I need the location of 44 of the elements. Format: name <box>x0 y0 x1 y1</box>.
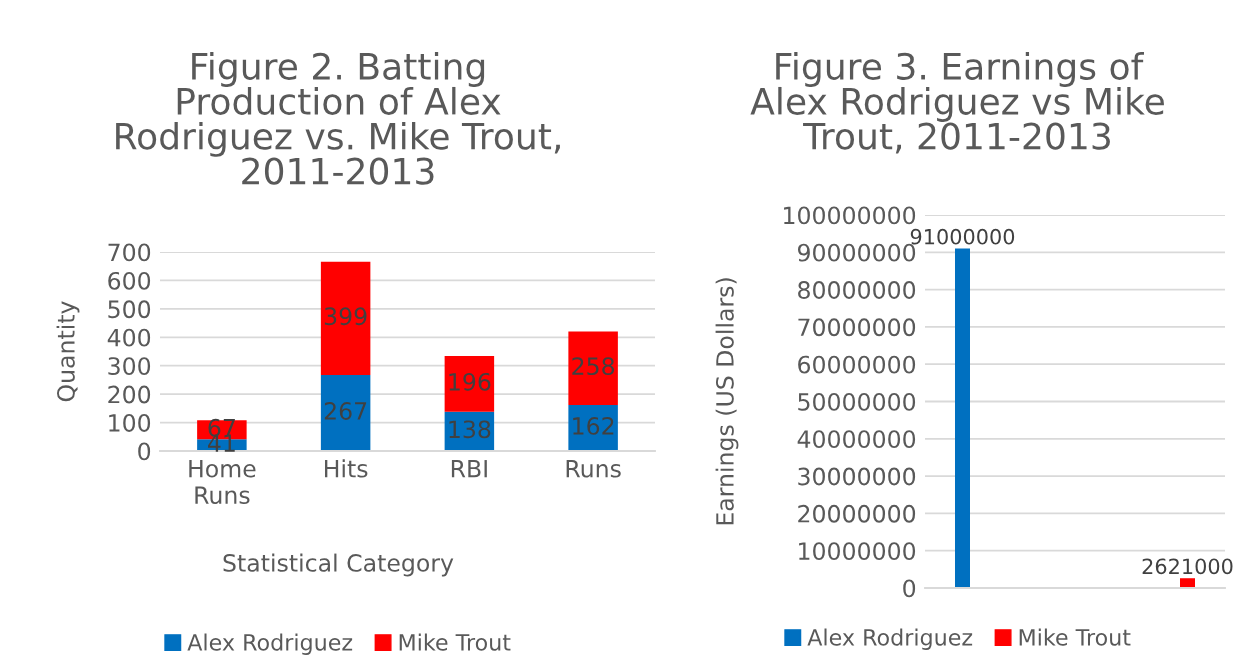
data-label: 399 <box>324 307 367 326</box>
data-label: 267 <box>324 402 367 420</box>
bar <box>320 375 371 451</box>
y-axis-title: Earnings (US Dollars) <box>715 278 739 525</box>
data-label: 258 <box>572 357 615 376</box>
y-axis-title: Quantity <box>56 301 80 402</box>
x-tick-label: Hits <box>325 459 368 478</box>
y-tick-label: 400 <box>107 328 151 347</box>
y-tick-label: 60000000 <box>798 355 916 374</box>
y-tick-label: 30000000 <box>798 467 916 486</box>
y-tick-label: 70000000 <box>798 318 916 337</box>
legend-label: Mike Trout <box>1019 628 1131 646</box>
data-label: 162 <box>573 416 614 435</box>
y-tick-label: 10000000 <box>799 542 916 561</box>
y-tick-label: 600 <box>108 271 151 290</box>
data-label: 138 <box>449 420 491 439</box>
legend-label: Alex Rodriguez <box>187 633 353 655</box>
legend-label: Alex Rodriguez <box>807 628 973 650</box>
y-tick-label: 80000000 <box>798 281 916 299</box>
y-tick-label: 0 <box>138 442 151 461</box>
y-tick-label: 100000000 <box>784 206 916 225</box>
y-tick-label: 500 <box>108 300 151 319</box>
y-tick-label: 40000000 <box>797 430 916 449</box>
legend-label: Mike Trout <box>399 633 511 651</box>
y-tick-label: 50000000 <box>798 392 916 411</box>
x-axis-title: Statistical Category <box>223 553 454 577</box>
data-label: 196 <box>449 372 491 391</box>
x-tick-label: Runs <box>566 460 621 478</box>
y-tick-label: 300 <box>108 357 151 376</box>
bar <box>444 356 495 412</box>
y-tick-label: 20000000 <box>798 504 916 523</box>
data-label: 91000000 <box>910 228 1015 245</box>
y-tick-label: 0 <box>903 579 916 598</box>
bar <box>320 261 371 376</box>
chart-title: Figure 3. Earnings of Alex Rodriguez vs Mike Trout, 2011-2013 <box>750 52 1164 154</box>
x-tick-label: Home Runs <box>189 460 256 505</box>
data-label: 2621000 <box>1142 558 1233 575</box>
chart-title: Figure 2. Batting Production of Alex Rodriguez vs. Mike Trout, 2011-2013 <box>116 52 560 185</box>
y-tick-label: 200 <box>108 385 151 404</box>
bar <box>568 331 618 405</box>
y-tick-label: 90000000 <box>797 243 916 262</box>
x-tick-label: RBI <box>451 460 487 478</box>
y-tick-label: 700 <box>108 243 151 262</box>
y-tick-label: 100 <box>109 414 151 432</box>
